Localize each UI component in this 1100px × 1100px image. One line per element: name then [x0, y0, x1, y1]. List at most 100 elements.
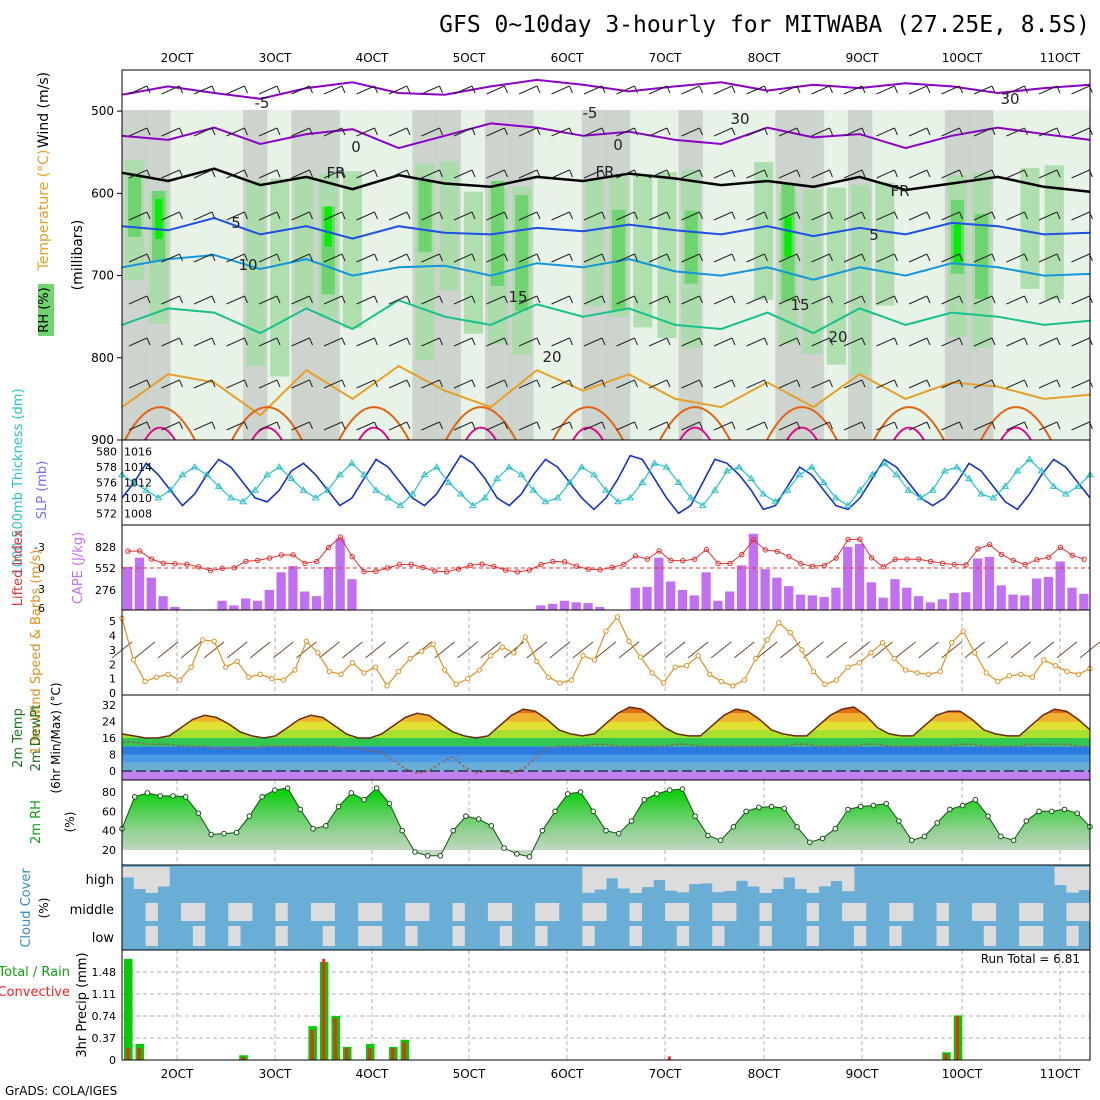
isotherm-0: [121, 122, 1091, 150]
contour-label: FR: [890, 182, 909, 200]
upper-wind-barb: [1038, 169, 1058, 179]
upper-wind-barb: [648, 85, 668, 95]
upper-wind-barb: [941, 253, 960, 263]
cloud-clear-middle: [405, 903, 418, 921]
upper-wind-barb-flag: [666, 127, 671, 136]
lifted-index-marker: [491, 563, 497, 570]
upper-wind-barb-flag: [796, 211, 801, 220]
thickness-marker: [396, 501, 405, 509]
upper-wind-barb: [876, 127, 895, 137]
wind10-barb: [895, 641, 916, 659]
precip-frame: [121, 949, 1091, 1061]
rh2m-tick: 40: [102, 825, 116, 838]
upper-wind-barb: [908, 127, 928, 137]
isotherm-15: [121, 299, 1091, 335]
cloud-ylabel: Cloud Cover: [19, 868, 34, 948]
upper-wind-barb-flag: [1024, 253, 1028, 262]
upper-wind-barb: [941, 169, 960, 179]
upper-wind-barb: [616, 421, 635, 431]
upper-wind-barb: [193, 379, 213, 389]
rh-band-moist: [246, 181, 266, 366]
upper-y-tick-label: 900: [91, 433, 114, 447]
lifted-index-marker: [750, 537, 757, 543]
upper-wind-barb-flag: [959, 337, 963, 346]
upper-wind-barb: [908, 337, 928, 347]
upper-wind-barb-flag: [894, 295, 898, 304]
thickness-marker: [953, 463, 961, 470]
rh2m-marker: [806, 839, 813, 846]
upper-wind-barb-flag: [991, 337, 996, 346]
upper-wind-barb: [778, 295, 798, 305]
cloud-clear-low: [889, 926, 902, 946]
wind10-marker: [246, 674, 252, 680]
rh2m-marker: [361, 796, 367, 803]
thickness-marker: [529, 486, 538, 493]
upper-wind-barb: [388, 295, 408, 305]
upper-wind-barb-flag: [601, 253, 606, 262]
wind10-marker: [418, 648, 425, 655]
upper-wind-barb-flag: [634, 169, 638, 178]
upper-wind-barb: [226, 211, 245, 221]
upper-wind-barb: [746, 253, 765, 263]
upper-wind-barb-flag: [1056, 253, 1061, 262]
cloud-clear-high: [133, 867, 147, 890]
cloud-clear-middle: [853, 903, 867, 921]
wind10-marker: [349, 660, 356, 666]
temp-band: [122, 738, 1090, 747]
temp-band: [122, 729, 1090, 738]
cloud-clear-middle: [594, 903, 607, 921]
upper-wind-barb: [226, 337, 245, 347]
upper-wind-barb: [778, 211, 798, 221]
cape-bar: [170, 606, 180, 610]
upper-wind-barb: [226, 127, 245, 137]
upper-wind-barb-flag: [829, 253, 833, 262]
upper-wind-barb: [161, 127, 180, 137]
precip-tick: 1.48: [92, 966, 117, 979]
cloud-clear-middle: [487, 903, 501, 921]
cape-bar: [241, 598, 251, 610]
upper-wind-barb: [388, 211, 408, 221]
upper-wind-barb-flag: [276, 253, 281, 262]
upper-wind-barb: [1071, 337, 1090, 347]
cape-bar: [276, 572, 286, 610]
upper-wind-barb-flag: [439, 169, 443, 178]
upper-wind-barb: [453, 295, 473, 305]
wind10-marker: [188, 664, 194, 670]
lifted-index-marker: [857, 536, 863, 542]
upper-wind-barb-flag: [926, 295, 931, 304]
upper-wind-barb-flag: [179, 295, 183, 304]
upper-wind-barb: [778, 169, 798, 179]
upper-wind-barb-flag: [699, 337, 703, 346]
rh2m-marker: [819, 835, 826, 842]
upper-wind-barb: [226, 295, 245, 305]
thickness-line: [121, 458, 1091, 507]
wind10-marker: [718, 678, 724, 685]
cape-bar: [949, 593, 959, 610]
upper-wind-barb-flag: [504, 85, 508, 94]
wind10-barb: [480, 641, 502, 659]
upper-wind-barb: [908, 211, 928, 221]
rh-band-wet: [418, 180, 432, 253]
wind10-marker: [1075, 671, 1082, 678]
upper-wind-barb: [616, 379, 635, 389]
cloud-clear-middle: [665, 903, 678, 921]
wind10-marker: [626, 638, 632, 644]
upper-wind-barb-flag: [894, 127, 898, 136]
upper-wind-barb: [323, 169, 343, 179]
lifted-index-marker: [1057, 544, 1064, 551]
upper-wind-barb-flag: [1024, 337, 1028, 346]
thickness-marker: [565, 478, 574, 485]
cloud-clear-low: [853, 926, 867, 946]
upper-wind-barb-flag: [406, 379, 411, 388]
cape-tick: 276: [95, 584, 116, 597]
upper-wind-barb-flag: [959, 379, 963, 388]
upper-wind-barb: [388, 85, 408, 95]
upper-wind-barb: [843, 169, 863, 179]
upper-wind-barb: [551, 85, 570, 95]
upper-wind-barb-flag: [439, 85, 443, 94]
upper-wind-barb-flag: [959, 295, 963, 304]
precip-conv-bar: [944, 1054, 948, 1060]
upper-wind-barb-flag: [699, 211, 703, 220]
upper-wind-barb-flag: [406, 127, 411, 136]
rh2m-marker: [959, 802, 966, 809]
